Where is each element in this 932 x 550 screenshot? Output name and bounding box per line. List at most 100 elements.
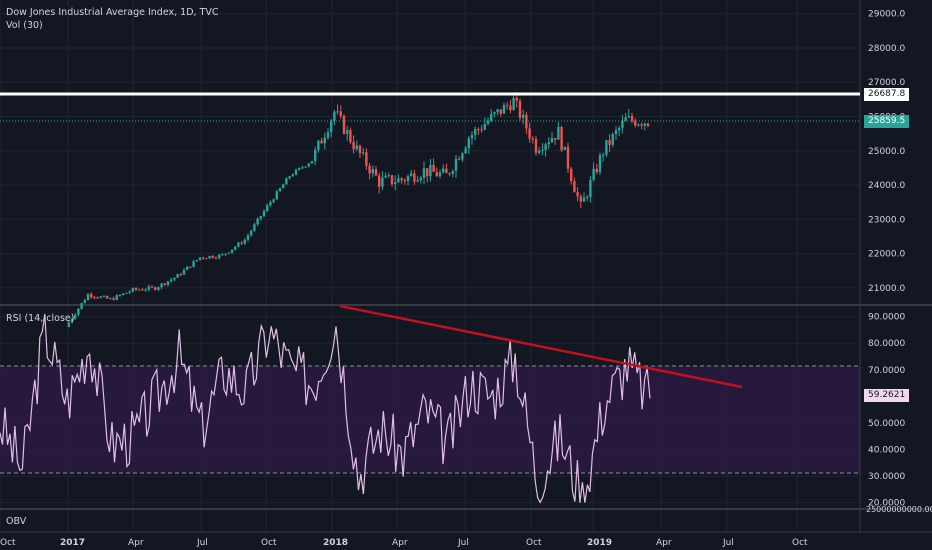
candle-body — [477, 129, 480, 131]
candle-body — [406, 176, 410, 182]
candle-body — [333, 111, 336, 121]
candle-body — [426, 168, 429, 177]
candle-body — [454, 158, 458, 172]
candle-body — [314, 149, 317, 162]
rsi-tick-label: 80.0000 — [868, 339, 905, 349]
candle-body — [387, 175, 390, 177]
price-axis[interactable]: 29000.028000.027000.026000.025000.024000… — [868, 10, 905, 294]
candle-body — [166, 281, 170, 285]
candle-body — [397, 178, 400, 183]
candle-body — [483, 123, 486, 130]
candle-body — [355, 145, 358, 150]
candle-body — [163, 283, 166, 285]
time-tick-label: Oct — [261, 538, 277, 548]
last-price-tag: 25859.5 — [864, 115, 910, 128]
candle-body — [627, 116, 630, 118]
rsi-axis[interactable]: 90.0000 80.0000 70.0000 50.0000 40.0000 30.00… — [868, 313, 905, 509]
candle-body — [285, 178, 288, 185]
price-tick-label: 22000.0 — [868, 250, 905, 260]
candle-body — [435, 171, 438, 177]
candle-body — [602, 154, 605, 156]
candle-body — [634, 120, 637, 126]
candle-body — [422, 168, 426, 178]
candle-body — [234, 246, 237, 250]
candle-body — [179, 274, 182, 276]
candle-body — [358, 145, 362, 154]
candle-body — [173, 277, 176, 280]
candle-body — [83, 300, 86, 304]
candle-body — [378, 175, 381, 187]
candle-body — [186, 266, 189, 270]
candle-body — [67, 322, 70, 327]
candle-body — [211, 255, 214, 258]
candle-body — [576, 192, 579, 197]
symbol-title: Dow Jones Industrial Average Index, 1D, … — [6, 7, 219, 18]
candle-body — [250, 230, 253, 236]
candle-body — [493, 112, 496, 114]
candle-body — [618, 127, 621, 131]
candle-body — [624, 117, 627, 121]
resistance-price-tag: 26687.8 — [864, 88, 910, 101]
candle-body — [608, 140, 611, 145]
candle-body — [646, 123, 650, 126]
candle-body — [445, 168, 448, 174]
candle-body — [374, 169, 378, 176]
rsi-trendline[interactable] — [339, 304, 743, 389]
candle-body — [176, 274, 179, 278]
rsi-tick-label: 20.0000 — [868, 499, 905, 509]
candle-body — [131, 288, 134, 292]
rsi-tick-label: 90.0000 — [868, 313, 905, 323]
price-tick-label: 25000.0 — [868, 147, 905, 157]
candle-body — [518, 100, 522, 118]
candle-body — [310, 161, 314, 164]
candle-body — [534, 139, 538, 153]
rsi-line[interactable] — [0, 313, 651, 504]
candle-body — [384, 175, 387, 178]
volume-indicator-label[interactable]: Vol (30) — [6, 20, 43, 31]
candle-body — [205, 258, 208, 260]
candle-body — [557, 126, 560, 140]
candle-body — [227, 252, 230, 254]
time-axis[interactable]: Oct 2017 Apr Jul Oct 2018 Apr Jul Oct 2019 Apr Jul O… — [0, 538, 808, 548]
candle-body — [118, 294, 122, 296]
candle-body — [467, 138, 470, 149]
candle-body — [438, 172, 442, 177]
candle-body — [326, 132, 330, 138]
candle-body — [154, 287, 157, 290]
candle-body — [346, 130, 349, 134]
candle-body — [637, 124, 640, 126]
rsi-pane-label[interactable]: RSI (14, close) — [6, 313, 75, 324]
time-tick-label: 2018 — [323, 538, 348, 548]
price-tick-label: 28000.0 — [868, 44, 905, 54]
candle-body — [240, 242, 243, 244]
candle-body — [413, 173, 416, 182]
candle-body — [170, 279, 173, 282]
candle-body — [579, 196, 582, 202]
obv-axis-value: 25000000000.0000 — [866, 505, 932, 514]
candle-body — [80, 303, 83, 309]
candle-body — [598, 154, 602, 173]
candle-body — [550, 137, 554, 143]
candle-body — [307, 163, 310, 167]
candle-body — [122, 293, 125, 295]
candle-body — [96, 297, 99, 299]
candle-body — [419, 177, 422, 181]
candle-body — [278, 188, 282, 192]
candle-body — [621, 120, 624, 128]
price-tick-label: 23000.0 — [868, 215, 905, 225]
candle-body — [509, 105, 512, 111]
candle-body — [317, 140, 320, 150]
candle-body — [474, 129, 477, 135]
candle-body — [589, 179, 592, 198]
candle-body — [429, 165, 432, 177]
candle-body — [272, 199, 275, 203]
candle-body — [182, 269, 186, 275]
price-candles[interactable] — [67, 92, 650, 328]
time-tick-label: Jul — [722, 538, 734, 548]
candle-body — [330, 120, 333, 133]
candle-body — [256, 218, 259, 225]
candle-body — [451, 171, 454, 174]
candle-body — [448, 173, 451, 175]
obv-pane-label[interactable]: OBV — [6, 516, 27, 527]
